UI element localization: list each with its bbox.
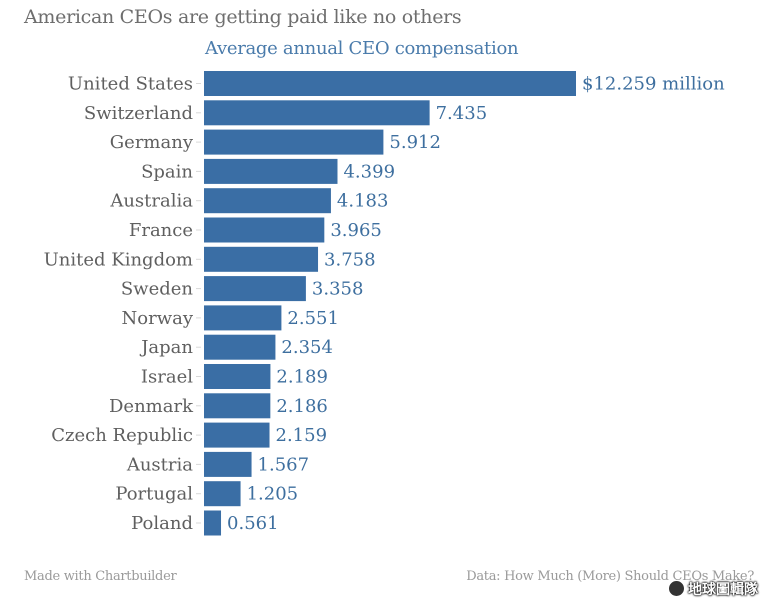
globe-icon — [668, 580, 685, 597]
bar — [204, 276, 306, 302]
value-label: 3.758 — [324, 249, 376, 270]
category-label: United Kingdom — [44, 249, 193, 270]
footer-credit: Made with Chartbuilder — [24, 569, 177, 584]
bar — [204, 246, 319, 272]
bar — [204, 481, 241, 507]
value-label: 5.912 — [389, 132, 441, 153]
value-label: $12.259 million — [582, 74, 725, 95]
bar — [204, 71, 576, 96]
bar — [204, 334, 276, 360]
value-label: 2.159 — [276, 425, 328, 446]
category-label: Spain — [141, 161, 193, 182]
value-label: 4.183 — [337, 191, 389, 212]
watermark: 地球圖輯隊 — [668, 579, 758, 599]
watermark-text: 地球圖輯隊 — [688, 582, 758, 598]
bar — [204, 451, 252, 477]
value-label: 4.399 — [343, 161, 395, 182]
category-label: France — [129, 220, 193, 241]
bar — [204, 217, 325, 243]
value-label: 2.189 — [276, 367, 328, 388]
category-label: Poland — [131, 513, 193, 534]
footer-source: Data: How Much (More) Should CEOs Make? — [466, 569, 754, 584]
category-label: United States — [68, 74, 193, 95]
value-label: 2.354 — [281, 337, 333, 358]
value-label: 1.567 — [258, 454, 310, 475]
bar — [204, 305, 282, 331]
category-label: Switzerland — [84, 103, 193, 124]
bar — [204, 422, 270, 448]
value-label: 1.205 — [247, 484, 299, 505]
category-label: Czech Republic — [51, 425, 193, 446]
value-label: 3.965 — [330, 220, 382, 241]
category-label: Israel — [141, 367, 193, 388]
bar — [204, 129, 384, 155]
category-label: Denmark — [109, 396, 194, 417]
category-label: Japan — [139, 337, 193, 358]
value-label: 2.186 — [276, 396, 328, 417]
chart-subtitle: Average annual CEO compensation — [205, 38, 519, 59]
category-label: Germany — [110, 132, 194, 153]
category-label: Portugal — [115, 484, 193, 505]
value-label: 7.435 — [436, 103, 488, 124]
category-label: Australia — [109, 191, 193, 212]
bar — [204, 188, 331, 214]
value-label: 2.551 — [287, 308, 339, 329]
category-label: Austria — [126, 454, 193, 475]
bar — [204, 158, 338, 184]
category-label: Norway — [122, 308, 194, 329]
bar — [204, 100, 430, 126]
bar — [204, 393, 271, 419]
category-label: Sweden — [121, 279, 194, 300]
value-label: 3.358 — [312, 279, 364, 300]
bar — [204, 510, 222, 536]
chart-title: American CEOs are getting paid like no o… — [24, 6, 462, 28]
value-label: 0.561 — [227, 513, 279, 534]
bar — [204, 364, 271, 389]
